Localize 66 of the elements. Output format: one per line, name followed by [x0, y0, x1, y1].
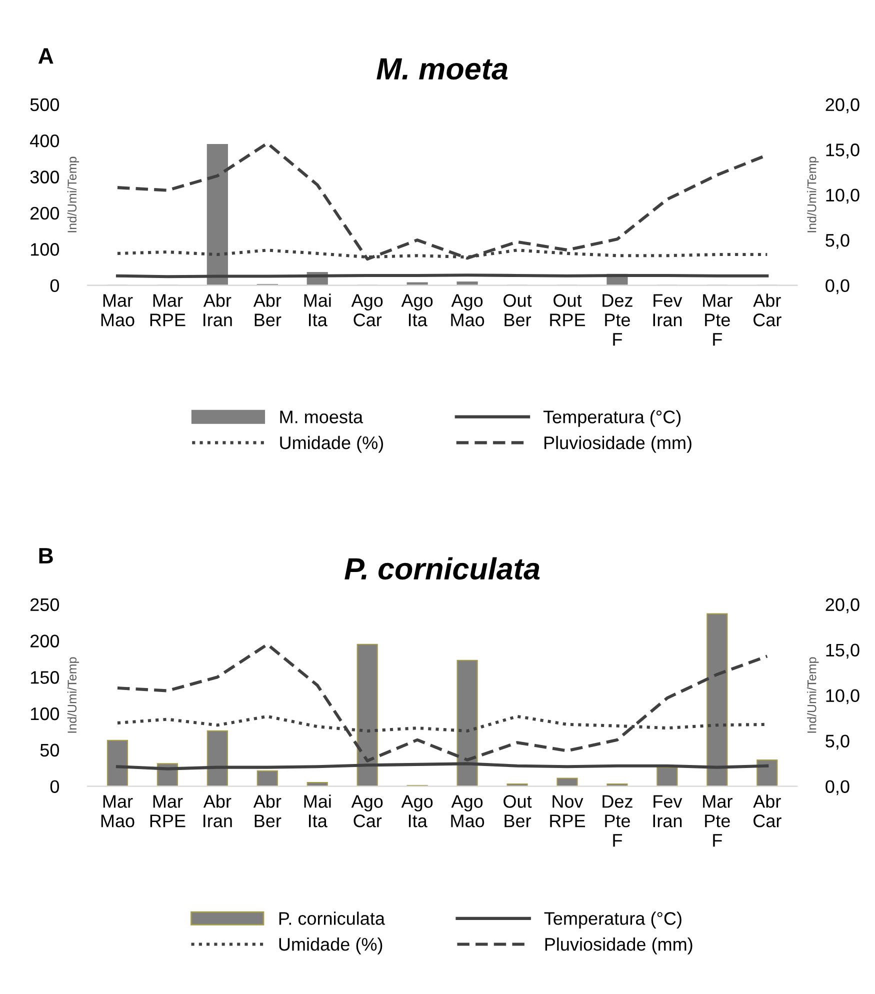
- chart-title: P. corniculata: [344, 557, 540, 580]
- x-tick-label: Mar RPE: [150, 795, 186, 828]
- y-tick-label: 100: [30, 243, 60, 256]
- x-tick-label: Abr Car: [753, 794, 782, 828]
- legend-label: M. moesta: [280, 410, 364, 424]
- x-tick-label: Abr Iran: [203, 294, 232, 326]
- legend-label: Pluviosidade (mm): [544, 436, 692, 453]
- x-tick-label: Dez Pte F: [602, 795, 632, 847]
- y-tick-label: 500: [30, 98, 60, 112]
- x-tick-label: Fev Iran: [653, 795, 682, 828]
- x-tick-label: Out Ber: [504, 294, 532, 326]
- y-tick-label: 150: [30, 671, 60, 684]
- x-tick-label: Ago Car: [351, 294, 383, 326]
- y2-tick-label: 20,0: [826, 98, 860, 114]
- x-tick-label: Abr Ber: [253, 794, 282, 828]
- x-tick-label: Ago Mao: [451, 795, 484, 828]
- legend-label: Umidade (%): [280, 436, 384, 453]
- x-tick-label: Mar RPE: [150, 294, 186, 326]
- legend-label: Pluviosidade (mm): [545, 938, 692, 954]
- legend-label: Temperatura (°C): [544, 912, 682, 928]
- x-tick-label: Mai Ita: [304, 794, 331, 828]
- x-tick-label: Ago Ita: [401, 795, 433, 828]
- x-tick-label: Ago Car: [351, 795, 383, 828]
- y-axis-title: Ind/Umi/Temp: [67, 657, 79, 733]
- y2-tick-label: 20,0: [826, 598, 860, 614]
- y-axis-title: Ind/Umi/Temp: [67, 156, 79, 232]
- y-tick-label: 100: [30, 707, 60, 720]
- y-tick-label: 200: [30, 634, 60, 648]
- y2-tick-label: 5,0: [826, 734, 850, 750]
- x-tick-label: Mar Pte F: [703, 795, 732, 847]
- x-tick-label: Mar Pte F: [703, 294, 732, 346]
- y2-tick-label: 15,0: [826, 144, 860, 158]
- y-tick-label: 400: [30, 134, 60, 148]
- y2-tick-label: 10,0: [826, 689, 860, 704]
- x-tick-label: Abr Iran: [203, 794, 232, 828]
- x-tick-label: Dez Pte F: [602, 294, 632, 346]
- legend-label: Umidade (%): [279, 938, 382, 954]
- y-tick-label: 0: [50, 780, 60, 793]
- y2-tick-label: 0,0: [826, 279, 850, 294]
- y2-tick-label: 5,0: [826, 234, 850, 249]
- text: B: [39, 548, 53, 564]
- y2-tick-label: 10,0: [826, 188, 860, 204]
- legend-label: P. corniculata: [279, 912, 385, 925]
- y-tick-label: 250: [30, 598, 60, 612]
- y2-tick-label: 0,0: [826, 780, 850, 796]
- text: A: [38, 48, 54, 64]
- x-tick-label: Ago Mao: [451, 294, 484, 326]
- y-tick-label: 200: [30, 206, 60, 220]
- x-tick-label: Out Ber: [504, 795, 532, 828]
- legend-label: Temperatura (°C): [543, 410, 681, 427]
- x-tick-label: Fev Iran: [653, 294, 682, 326]
- x-tick-label: Mar Mao: [101, 795, 134, 828]
- x-tick-label: Nov RPE: [550, 795, 586, 828]
- chart-title: M. moeta: [376, 58, 508, 80]
- x-tick-label: Abr Car: [753, 294, 782, 326]
- y2-tick-label: 15,0: [826, 644, 860, 659]
- x-tick-label: Mar Mao: [101, 294, 134, 326]
- x-tick-label: Abr Ber: [253, 294, 282, 326]
- x-tick-label: Out RPE: [550, 294, 586, 326]
- y-tick-label: 50: [40, 744, 60, 757]
- y2-axis-title: Ind/Umi/Temp: [807, 657, 819, 733]
- y2-axis-title: Ind/Umi/Temp: [807, 156, 819, 232]
- y-tick-label: 300: [30, 170, 60, 184]
- x-tick-label: Mai Ita: [304, 294, 331, 326]
- x-tick-label: Ago Ita: [401, 294, 433, 326]
- y-tick-label: 0: [50, 279, 60, 292]
